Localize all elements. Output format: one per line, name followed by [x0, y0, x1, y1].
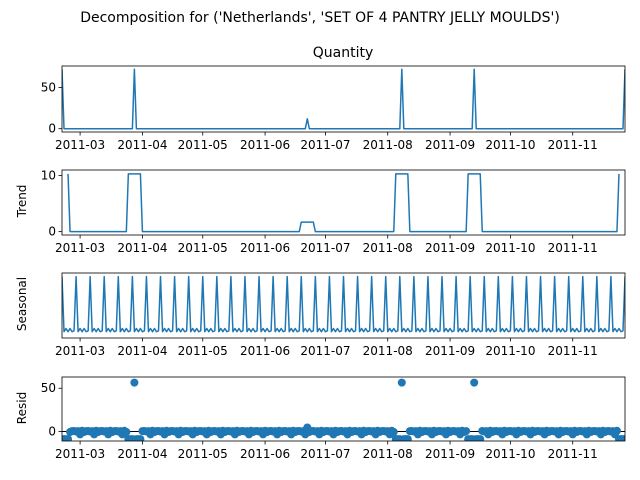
- x-tick-label: 2011-09: [425, 344, 475, 358]
- series-line: [62, 275, 625, 333]
- x-tick-label: 2011-06: [240, 138, 290, 152]
- plot-quantity: 2011-03 2011-04 2011-05 2011-06 2011-07 2011-…: [41, 65, 626, 152]
- x-tick-label: 2011-11: [548, 241, 598, 255]
- x-tick-label: 2011-06: [240, 241, 290, 255]
- panel-resid: Resid 2011-03 2011-04 2011-05 2011-06 2011-0…: [15, 376, 626, 461]
- x-tick-label: 2011-06: [240, 447, 290, 461]
- resid-point: [476, 435, 485, 441]
- x-tick-label: 2011-08: [363, 138, 413, 152]
- ylabel-seasonal: Seasonal: [15, 277, 29, 331]
- x-tick-label: 2011-03: [55, 344, 105, 358]
- x-tick-label: 2011-05: [178, 138, 228, 152]
- y-tick-label: 50: [41, 381, 56, 395]
- y-tick-label: 50: [41, 80, 56, 94]
- series-line: [67, 173, 620, 233]
- ylabel-resid: Resid: [15, 392, 29, 424]
- panel-quantity: Quantity 2011-03 2011-04 2011-05 2011-06 201…: [41, 45, 626, 152]
- x-tick-label: 2011-04: [117, 447, 167, 461]
- resid-point: [136, 435, 145, 441]
- x-tick-label: 2011-10: [485, 241, 535, 255]
- resid-point: [122, 428, 131, 437]
- panel-trend: Trend 2011-03 2011-04 2011-05 2011-06 2011-0…: [15, 169, 626, 255]
- x-tick-label: 2011-07: [300, 447, 350, 461]
- axes-frame: [61, 272, 626, 339]
- x-tick-label: 2011-07: [300, 138, 350, 152]
- x-tick-label: 2011-07: [300, 241, 350, 255]
- plot-marks: [62, 275, 625, 333]
- x-tick-label: 2011-04: [117, 138, 167, 152]
- series-line: [62, 68, 625, 130]
- x-tick-label: 2011-09: [425, 447, 475, 461]
- y-tick-label: 0: [48, 122, 56, 136]
- resid-point: [462, 427, 471, 436]
- x-tick-label: 2011-03: [55, 447, 105, 461]
- plot-marks: [67, 173, 620, 233]
- panel-title-quantity: Quantity: [313, 45, 374, 61]
- plot-marks: [62, 68, 625, 130]
- y-tick-label: 0: [48, 225, 56, 239]
- resid-point: [130, 378, 139, 387]
- x-tick-label: 2011-10: [485, 138, 535, 152]
- resid-point: [470, 378, 479, 387]
- x-tick-label: 2011-04: [117, 241, 167, 255]
- x-tick-label: 2011-11: [548, 138, 598, 152]
- x-tick-label: 2011-09: [425, 241, 475, 255]
- x-tick-label: 2011-08: [363, 447, 413, 461]
- x-tick-label: 2011-08: [363, 344, 413, 358]
- plot-marks: [62, 378, 625, 441]
- x-tick-label: 2011-03: [55, 138, 105, 152]
- x-tick-label: 2011-11: [548, 344, 598, 358]
- resid-point: [303, 423, 312, 432]
- x-tick-label: 2011-05: [178, 447, 228, 461]
- x-tick-label: 2011-11: [548, 447, 598, 461]
- y-tick-label: 0: [48, 424, 56, 438]
- resid-point: [403, 435, 412, 441]
- ylabel-trend: Trend: [15, 185, 29, 219]
- resid-point: [621, 435, 625, 441]
- axes-frame: [61, 376, 626, 442]
- resid-point: [64, 435, 73, 441]
- plot-seasonal: 2011-03 2011-04 2011-05 2011-06 2011-07 2011-…: [55, 272, 626, 358]
- x-tick-label: 2011-10: [485, 344, 535, 358]
- x-tick-label: 2011-07: [300, 344, 350, 358]
- x-tick-label: 2011-06: [240, 344, 290, 358]
- axes-frame: [61, 169, 626, 236]
- x-tick-label: 2011-03: [55, 241, 105, 255]
- axes-frame: [61, 65, 626, 133]
- x-tick-label: 2011-04: [117, 344, 167, 358]
- x-tick-label: 2011-05: [178, 241, 228, 255]
- plot-trend: 2011-03 2011-04 2011-05 2011-06 2011-07 2011-…: [41, 169, 626, 255]
- x-tick-label: 2011-05: [178, 344, 228, 358]
- figure-suptitle: Decomposition for ('Netherlands', 'SET O…: [80, 10, 560, 26]
- x-tick-label: 2011-09: [425, 138, 475, 152]
- x-tick-label: 2011-08: [363, 241, 413, 255]
- x-tick-label: 2011-10: [485, 447, 535, 461]
- y-tick-label: 10: [41, 169, 56, 183]
- plot-resid: 2011-03 2011-04 2011-05 2011-06 2011-07 2011-…: [41, 376, 626, 461]
- resid-point: [389, 428, 398, 437]
- resid-point: [397, 378, 406, 387]
- panel-seasonal: Seasonal 2011-03 2011-04 2011-05 2011-06 201…: [15, 272, 626, 358]
- resid-point: [612, 426, 621, 435]
